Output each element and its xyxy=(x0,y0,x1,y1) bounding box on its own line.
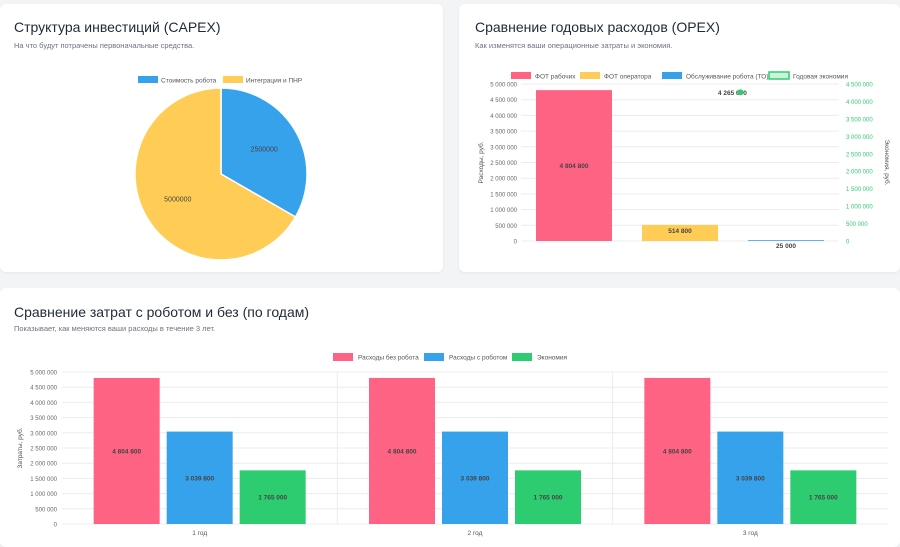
legend-label: Обслуживание робота (ТО) xyxy=(686,73,769,81)
x-tick-label: 2 год xyxy=(468,530,483,537)
y-tick-label: 3 000 000 xyxy=(30,431,57,437)
y-tick-label: 1 000 000 xyxy=(490,208,517,214)
bar xyxy=(166,431,233,524)
y-tick-label: 4 500 000 xyxy=(490,98,517,104)
bar xyxy=(748,240,824,241)
y2-tick-label: 4 000 000 xyxy=(846,100,873,106)
bar-value-label: 4 804 800 xyxy=(663,448,692,455)
legend-swatch xyxy=(511,72,531,79)
legend-label: Стоимость робота xyxy=(161,77,217,85)
bar xyxy=(515,470,581,524)
bar-value-label: 1 765 000 xyxy=(258,495,287,502)
y-tick-label: 5 000 000 xyxy=(490,83,517,89)
bar xyxy=(644,377,711,524)
y-tick-label: 2 000 000 xyxy=(30,462,57,468)
capex-title: Структура инвестиций (CAPEX) xyxy=(14,19,221,35)
bar-value-label: 25 000 xyxy=(776,243,796,250)
years-subtitle: Показывает, как меняются ваши расходы в … xyxy=(14,324,216,333)
bar xyxy=(239,470,306,524)
y-tick-label: 2 500 000 xyxy=(490,161,517,167)
legend-label: Экономия xyxy=(537,355,568,362)
y2-tick-label: 1 500 000 xyxy=(846,187,873,193)
y-tick-label: 1 500 000 xyxy=(30,477,57,483)
y-tick-label: 2 000 000 xyxy=(490,177,517,183)
bar xyxy=(790,470,857,524)
y-tick-label: 2 500 000 xyxy=(30,447,57,453)
bar xyxy=(369,377,435,524)
y-tick-label: 500 000 xyxy=(495,224,517,230)
bar xyxy=(93,377,160,524)
y2-tick-label: 2 000 000 xyxy=(846,170,873,176)
y-axis-title: Затраты, руб. xyxy=(16,427,24,468)
y-tick-label: 4 000 000 xyxy=(490,114,517,120)
bar xyxy=(717,431,784,524)
bar xyxy=(536,90,612,242)
point-value-label: 4 265 000 xyxy=(718,90,747,97)
legend-swatch xyxy=(768,71,790,80)
bar-value-label: 514 800 xyxy=(668,228,692,235)
capex-subtitle: На что будут потрачены первоначальные ср… xyxy=(14,41,195,50)
capex-card: Структура инвестиций (CAPEX) На что буду… xyxy=(0,4,443,272)
legend-swatch xyxy=(223,76,243,83)
years-title: Сравнение затрат с роботом и без (по год… xyxy=(14,304,310,320)
data-point xyxy=(737,89,744,96)
opex-subtitle: Как изменятся ваши операционные затраты … xyxy=(475,41,673,50)
y-tick-label: 3 000 000 xyxy=(490,145,517,151)
pie-value-label: 5000000 xyxy=(164,196,191,203)
bar-value-label: 4 804 800 xyxy=(388,448,417,455)
legend-swatch xyxy=(580,72,600,79)
y-tick-label: 3 500 000 xyxy=(490,130,517,136)
y-tick-label: 4 500 000 xyxy=(30,386,57,392)
legend-swatch xyxy=(512,353,532,361)
legend-swatch xyxy=(424,353,444,361)
bar-value-label: 3 039 800 xyxy=(736,475,765,482)
bar-value-label: 4 804 800 xyxy=(112,448,141,455)
legend-label: ФОТ оператора xyxy=(604,74,652,81)
years-bar-chart: Расходы без робота Расходы с роботом Эконо… xyxy=(16,353,888,537)
y2-tick-label: 0 xyxy=(846,240,850,246)
y-axis-title: Расходы, руб. xyxy=(477,141,485,183)
pie-slice xyxy=(134,87,297,261)
legend-label: Расходы с роботом xyxy=(449,354,508,362)
y2-tick-label: 3 500 000 xyxy=(846,117,873,123)
bar xyxy=(642,224,718,241)
y2-tick-label: 3 000 000 xyxy=(846,135,873,141)
y-tick-label: 3 500 000 xyxy=(30,416,57,422)
bar-value-label: 3 039 800 xyxy=(185,475,214,482)
bar-value-label: 3 039 800 xyxy=(461,475,490,482)
bar xyxy=(442,431,508,524)
pie-value-label: 2500000 xyxy=(251,147,278,154)
capex-pie-chart: Стоимость робота Интеграция и ПНР 2500000 5… xyxy=(134,76,308,261)
y2-tick-label: 1 000 000 xyxy=(846,205,873,211)
y-tick-label: 500 000 xyxy=(35,507,57,513)
opex-title: Сравнение годовых расходов (OPEX) xyxy=(475,19,720,35)
legend-label: ФОТ рабочих xyxy=(535,73,576,81)
y2-tick-label: 2 500 000 xyxy=(846,152,873,158)
bar-value-label: 1 765 000 xyxy=(534,495,563,502)
bar-value-label: 4 804 800 xyxy=(560,163,589,170)
y2-tick-label: 500 000 xyxy=(846,222,868,228)
pie-slice xyxy=(220,87,308,219)
y-tick-label: 0 xyxy=(54,523,58,529)
y-tick-label: 1 000 000 xyxy=(30,492,57,498)
y2-axis-title: Экономия, руб. xyxy=(883,139,891,185)
bar-value-label: 1 765 000 xyxy=(809,495,838,502)
legend-label: Расходы без робота xyxy=(358,354,419,362)
legend-swatch xyxy=(333,353,353,361)
y-tick-label: 1 500 000 xyxy=(490,192,517,198)
y-tick-label: 5 000 000 xyxy=(30,371,57,377)
opex-card: Сравнение годовых расходов (OPEX) Как из… xyxy=(459,4,900,272)
years-card: Сравнение затрат с роботом и без (по год… xyxy=(0,288,900,547)
x-tick-label: 1 год xyxy=(192,530,207,537)
legend-swatch xyxy=(138,76,158,83)
y-tick-label: 0 xyxy=(514,240,518,246)
legend-label: Интеграция и ПНР xyxy=(246,78,302,85)
y-tick-label: 4 000 000 xyxy=(30,401,57,407)
opex-bar-chart: ФОТ рабочих ФОТ оператора Обслуживание роб… xyxy=(477,71,891,250)
x-tick-label: 3 год xyxy=(743,530,758,537)
legend-label: Годовая экономия xyxy=(793,74,848,81)
y2-tick-label: 4 500 000 xyxy=(846,83,873,89)
legend-swatch xyxy=(662,72,682,79)
